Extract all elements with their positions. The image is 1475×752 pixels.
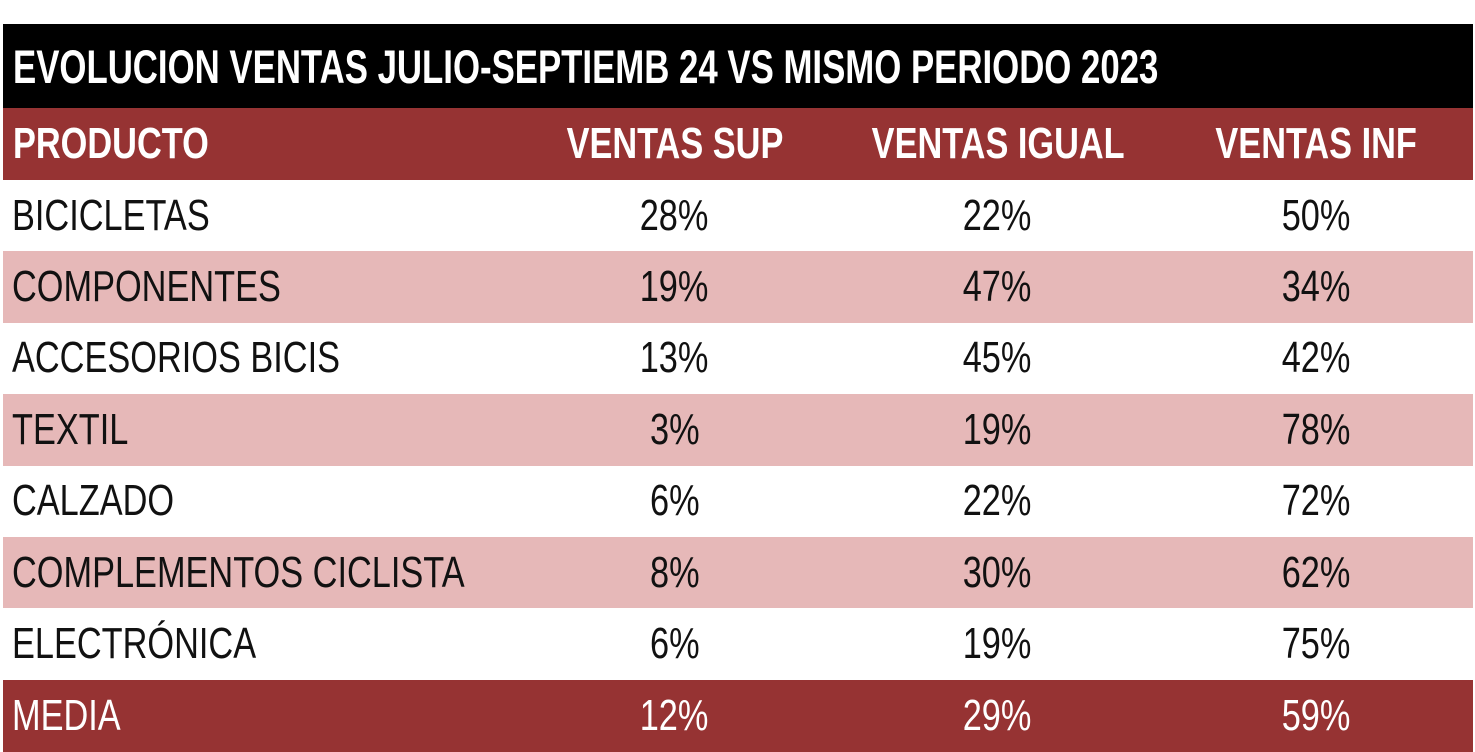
table-row: COMPLEMENTOS CICLISTA 8% 30% 62% <box>3 536 1473 609</box>
footer-row-media: MEDIA 12% 29% 59% <box>3 679 1473 752</box>
row-ventas-inf-cell: 42% <box>1281 333 1351 383</box>
row-ventas-igual-cell: 22% <box>963 476 1032 526</box>
row-ventas-inf-cell: 34% <box>1281 262 1351 312</box>
sales-table-container: EVOLUCION VENTAS JULIO-SEPTIEMB 24 VS MI… <box>3 24 1473 752</box>
row-ventas-igual-cell: 22% <box>963 190 1032 240</box>
table-title: EVOLUCION VENTAS JULIO-SEPTIEMB 24 VS MI… <box>13 39 1159 93</box>
row-product-cell: COMPLEMENTOS CICLISTA <box>12 547 465 597</box>
row-ventas-sup-cell: 6% <box>649 619 700 669</box>
row-product-cell: TEXTIL <box>12 404 129 454</box>
sales-table: PRODUCTO VENTAS SUP VENTAS IGUAL VENTAS … <box>3 108 1473 752</box>
table-title-bar: EVOLUCION VENTAS JULIO-SEPTIEMB 24 VS MI… <box>3 24 1473 108</box>
row-ventas-sup-cell: 3% <box>649 404 700 454</box>
table-row: CALZADO 6% 22% 72% <box>3 465 1473 537</box>
row-ventas-inf-cell: 78% <box>1281 404 1351 454</box>
row-ventas-sup-cell: 19% <box>640 262 709 312</box>
table-row: BICICLETAS 28% 22% 50% <box>3 180 1473 252</box>
header-producto: PRODUCTO <box>13 119 209 168</box>
footer-ventas-sup-cell: 12% <box>640 690 709 740</box>
row-product-cell: CALZADO <box>12 476 175 526</box>
footer-ventas-inf-cell: 59% <box>1281 690 1351 740</box>
row-ventas-sup-cell: 6% <box>649 476 700 526</box>
header-row: PRODUCTO VENTAS SUP VENTAS IGUAL VENTAS … <box>3 108 1473 180</box>
row-ventas-sup-cell: 8% <box>649 547 700 597</box>
row-ventas-inf-cell: 75% <box>1281 619 1351 669</box>
footer-label-cell: MEDIA <box>12 690 121 740</box>
row-ventas-igual-cell: 45% <box>963 333 1032 383</box>
table-row: COMPONENTES 19% 47% 34% <box>3 251 1473 323</box>
row-product-cell: BICICLETAS <box>12 190 210 240</box>
row-product-cell: COMPONENTES <box>12 262 281 312</box>
row-product-cell: ACCESORIOS BICIS <box>12 333 341 383</box>
row-ventas-inf-cell: 62% <box>1281 547 1351 597</box>
row-ventas-inf-cell: 72% <box>1281 476 1351 526</box>
row-ventas-igual-cell: 19% <box>963 404 1032 454</box>
header-ventas-igual: VENTAS IGUAL <box>871 119 1125 168</box>
row-ventas-sup-cell: 28% <box>640 190 709 240</box>
row-product-cell: ELECTRÓNICA <box>12 619 257 669</box>
table-row: TEXTIL 3% 19% 78% <box>3 394 1473 466</box>
table-row: ELECTRÓNICA 6% 19% 75% <box>3 608 1473 680</box>
footer-ventas-igual-cell: 29% <box>963 690 1032 740</box>
row-ventas-igual-cell: 47% <box>963 262 1032 312</box>
row-ventas-igual-cell: 30% <box>963 547 1032 597</box>
row-ventas-sup-cell: 13% <box>640 333 709 383</box>
header-ventas-sup: VENTAS SUP <box>566 119 783 168</box>
row-ventas-inf-cell: 50% <box>1281 190 1351 240</box>
table-row: ACCESORIOS BICIS 13% 45% 42% <box>3 322 1473 395</box>
row-ventas-igual-cell: 19% <box>963 619 1032 669</box>
header-ventas-inf: VENTAS INF <box>1215 119 1417 168</box>
